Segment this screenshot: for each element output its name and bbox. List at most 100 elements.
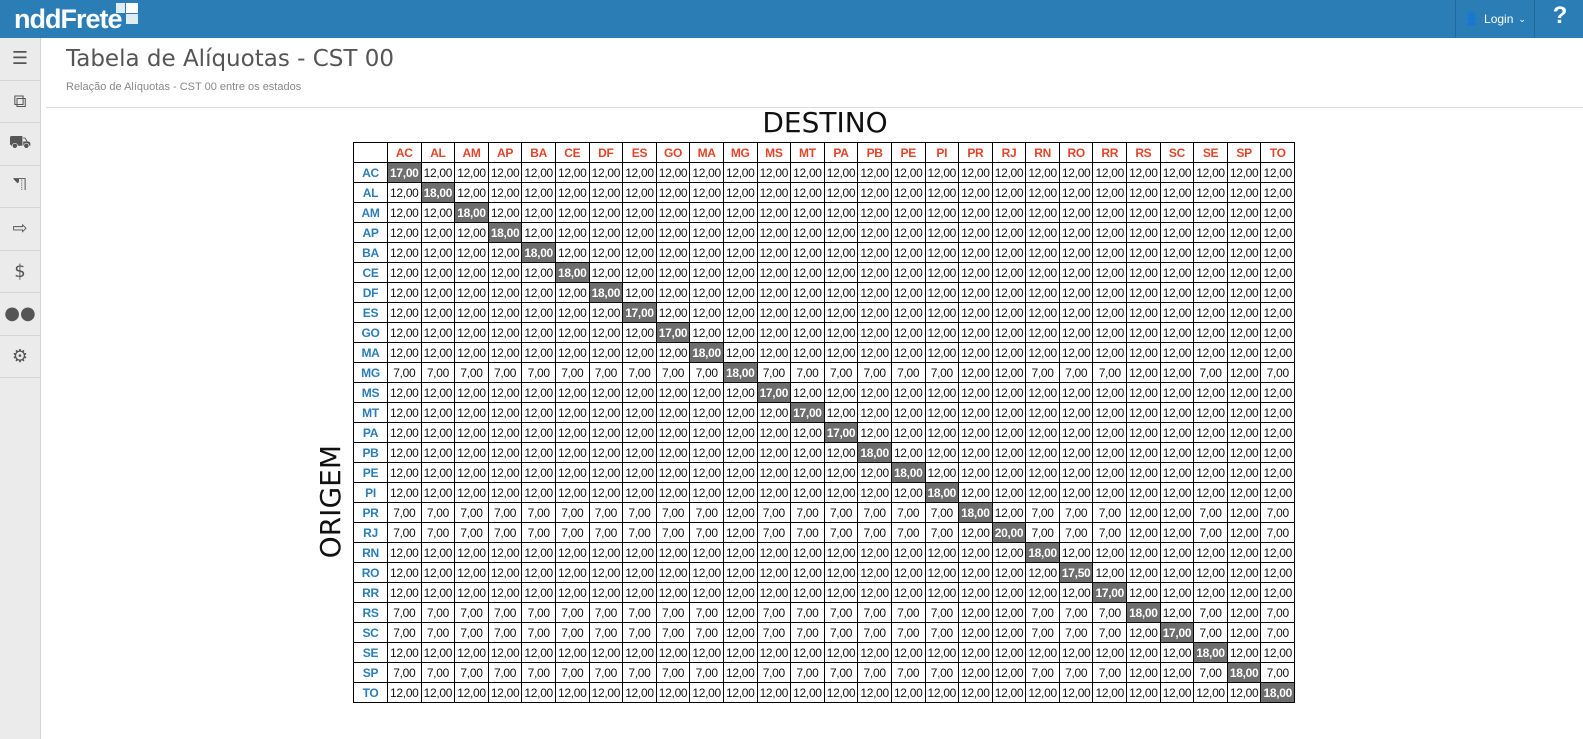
rate-cell: 12,00 — [622, 482, 657, 503]
rate-cell: 12,00 — [1092, 422, 1128, 443]
rate-cell: 12,00 — [454, 682, 489, 703]
rate-cell: 7,00 — [387, 502, 422, 523]
rate-cell: 7,00 — [1193, 502, 1228, 523]
rate-cell: 12,00 — [1226, 622, 1262, 643]
rate-cell: 12,00 — [487, 642, 523, 663]
help-button[interactable]: ? — [1552, 2, 1568, 29]
rate-cell: 12,00 — [487, 242, 523, 263]
rate-cell: 12,00 — [958, 262, 993, 283]
rate-cell: 12,00 — [857, 422, 892, 443]
table-row: RN 12,00 12,00 12,00 12,00 12,00 12,00 12,00 12,… — [353, 542, 1296, 563]
rate-cell: 12,00 — [1126, 662, 1161, 683]
rate-cell: 12,00 — [1226, 362, 1262, 383]
rate-cell: 12,00 — [790, 582, 825, 603]
rate-cell: 12,00 — [1159, 342, 1195, 363]
rate-cell: 7,00 — [857, 362, 892, 383]
rate-cell: 12,00 — [1159, 662, 1195, 683]
rate-cell: 12,00 — [622, 342, 657, 363]
rate-cell: 12,00 — [890, 642, 926, 663]
table-row: GO 12,00 12,00 12,00 12,00 12,00 12,00 12,00 12,… — [353, 322, 1296, 343]
sidebar-item-documents[interactable]: ⧉ — [0, 81, 40, 123]
rate-cell: 7,00 — [890, 622, 926, 643]
rate-cell: 12,00 — [991, 182, 1027, 203]
rate-cell: 12,00 — [1025, 382, 1060, 403]
rate-cell: 12,00 — [1226, 322, 1262, 343]
rate-cell: 12,00 — [1092, 442, 1128, 463]
row-header: TO — [353, 682, 388, 703]
rate-cell: 7,00 — [890, 662, 926, 683]
rate-cell: 7,00 — [622, 502, 657, 523]
rate-cell: 12,00 — [1025, 262, 1060, 283]
rate-cell: 12,00 — [722, 202, 758, 223]
rate-cell: 12,00 — [420, 682, 456, 703]
rate-cell: 12,00 — [454, 442, 489, 463]
rate-cell: 12,00 — [1092, 462, 1128, 483]
rate-cell: 12,00 — [1126, 382, 1161, 403]
rate-cell: 12,00 — [823, 222, 859, 243]
rate-cell-internal: 18,00 — [890, 462, 926, 483]
column-header: MS — [756, 142, 792, 163]
column-header: PA — [823, 142, 859, 163]
row-header: AC — [353, 162, 388, 183]
rate-cell: 12,00 — [454, 342, 489, 363]
rate-cell: 7,00 — [655, 622, 691, 643]
rate-cell: 12,00 — [857, 542, 892, 563]
sidebar-item-export[interactable]: ⇨ — [0, 208, 40, 251]
logo[interactable]: nddFrete — [14, 4, 123, 34]
sidebar-item-payment[interactable]: $ — [0, 251, 40, 293]
rate-cell: 12,00 — [689, 422, 724, 443]
rate-cell: 12,00 — [622, 242, 657, 263]
sidebar-item-users[interactable]: ●● — [0, 293, 40, 336]
rate-cell: 12,00 — [622, 562, 657, 583]
logo-mark-icon — [116, 3, 138, 25]
rate-cell: 7,00 — [521, 602, 556, 623]
rate-cell: 12,00 — [588, 182, 624, 203]
rate-cell: 7,00 — [1260, 362, 1296, 383]
rate-cell-internal: 18,00 — [689, 342, 724, 363]
rate-cell: 12,00 — [958, 542, 993, 563]
rate-cell: 12,00 — [689, 262, 724, 283]
rate-cell: 12,00 — [1226, 162, 1262, 183]
rate-cell: 12,00 — [521, 482, 556, 503]
sidebar-item-truck-outline[interactable]: ⛠ — [0, 166, 40, 208]
rate-cell: 12,00 — [1226, 222, 1262, 243]
rate-cell: 7,00 — [924, 602, 960, 623]
sidebar-item-truck[interactable]: ⛟ — [0, 123, 40, 166]
rate-cell: 12,00 — [756, 302, 792, 323]
rate-cell: 12,00 — [823, 282, 859, 303]
rate-cell: 12,00 — [1226, 602, 1262, 623]
rate-cell: 7,00 — [924, 622, 960, 643]
rate-cell: 12,00 — [588, 342, 624, 363]
sidebar-menu-toggle[interactable]: ☰ — [0, 38, 40, 81]
rate-cell: 12,00 — [1159, 422, 1195, 443]
column-header: MG — [722, 142, 758, 163]
rate-cell: 12,00 — [958, 442, 993, 463]
rate-cell: 7,00 — [890, 522, 926, 543]
login-button[interactable]: 👤 Login ⌄ — [1455, 0, 1535, 38]
rate-cell: 7,00 — [823, 662, 859, 683]
sidebar: ☰ ⧉ ⛟ ⛠ ⇨ $ ●● ⚙ — [0, 38, 41, 739]
rate-cell: 12,00 — [689, 162, 724, 183]
rate-cell: 12,00 — [1025, 182, 1060, 203]
rate-cell: 12,00 — [1159, 322, 1195, 343]
column-header: RJ — [991, 142, 1027, 163]
rate-cell: 12,00 — [1126, 182, 1161, 203]
table-row: RS 7,00 7,00 7,00 7,00 7,00 7,00 7,00 7,00 7,00 7,… — [353, 602, 1296, 623]
rate-cell: 12,00 — [487, 582, 523, 603]
rate-cell: 12,00 — [420, 202, 456, 223]
rate-cell: 12,00 — [487, 382, 523, 403]
rate-cell: 12,00 — [420, 442, 456, 463]
column-header: RS — [1126, 142, 1161, 163]
rate-cell-internal: 18,00 — [1193, 642, 1228, 663]
rate-cell: 12,00 — [1260, 342, 1296, 363]
rate-cell: 12,00 — [790, 182, 825, 203]
rate-cell: 7,00 — [487, 522, 523, 543]
rate-cell: 7,00 — [689, 622, 724, 643]
sidebar-item-settings[interactable]: ⚙ — [0, 336, 40, 378]
rate-cell: 12,00 — [1126, 682, 1161, 703]
row-header: ES — [353, 302, 388, 323]
rate-cell: 12,00 — [722, 502, 758, 523]
gears-icon: ⚙ — [11, 345, 29, 367]
rate-cell: 12,00 — [1226, 382, 1262, 403]
rate-cell: 12,00 — [790, 382, 825, 403]
